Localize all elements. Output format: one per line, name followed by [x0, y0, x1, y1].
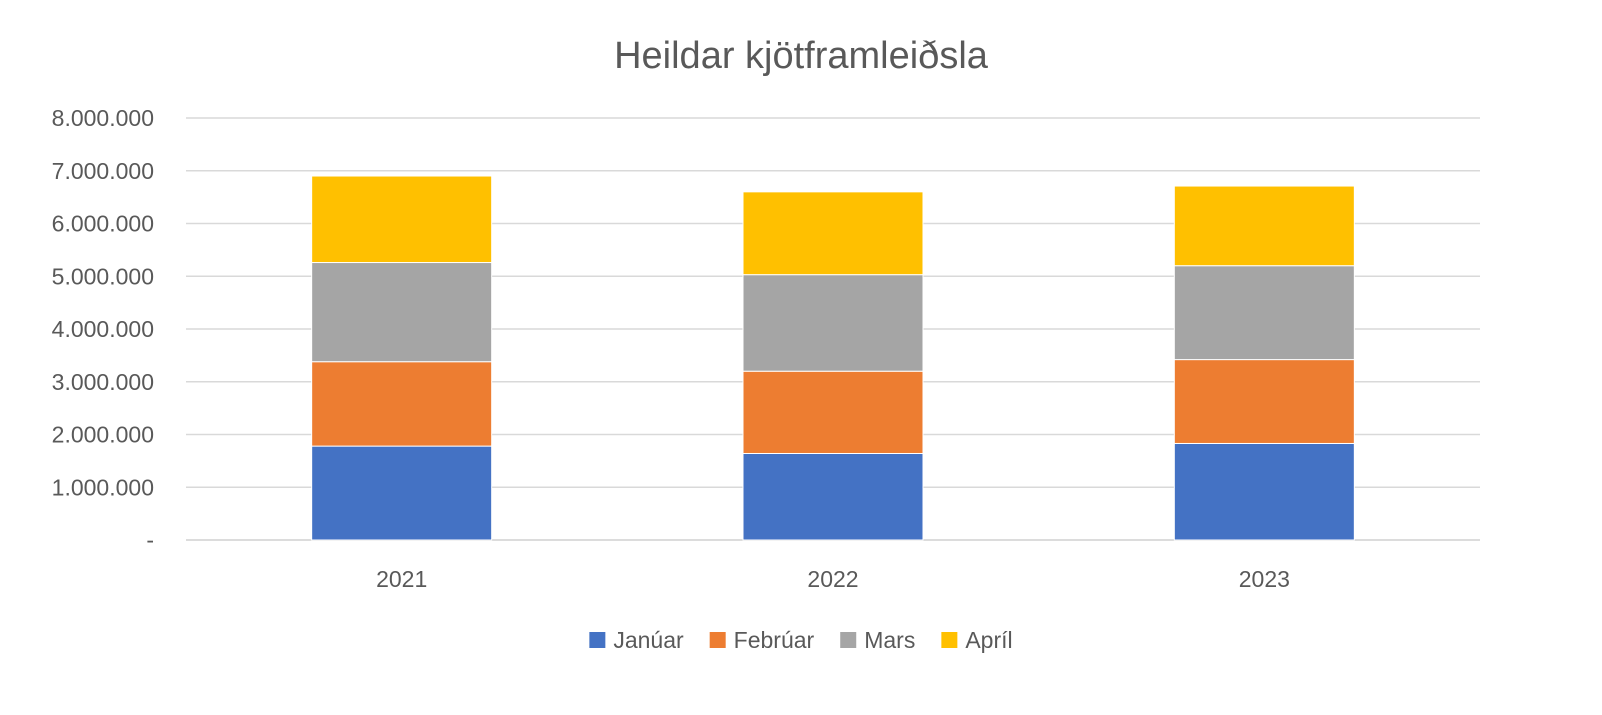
legend-item: Mars — [840, 627, 915, 653]
legend-swatch — [709, 632, 726, 648]
y-tick-label: 6.000.000 — [52, 211, 154, 237]
legend-swatch — [840, 632, 857, 648]
legend-item: Apríl — [941, 627, 1013, 653]
legend: Janúar Febrúar Mars Apríl — [589, 627, 1013, 653]
bar-segment — [1173, 359, 1355, 444]
legend-swatch — [941, 632, 958, 648]
legend-label: Janúar — [613, 627, 684, 653]
y-tick-label: 4.000.000 — [52, 316, 154, 342]
y-tick-label: 7.000.000 — [52, 158, 154, 184]
x-tick-label: 2022 — [807, 566, 858, 592]
y-tick-label: 2.000.000 — [52, 422, 154, 448]
y-tick-label: 1.000.000 — [52, 474, 154, 500]
y-tick-label: - — [146, 527, 154, 553]
x-axis: 2021 2022 2023 — [376, 566, 1290, 592]
legend-item: Febrúar — [709, 627, 815, 653]
bar-segment — [311, 361, 493, 447]
chart-title: Heildar kjötframleiðsla — [614, 35, 989, 77]
bar-segment — [311, 262, 493, 363]
bar-segment — [311, 175, 493, 264]
bar-segment — [1173, 185, 1355, 267]
x-tick-label: 2021 — [376, 566, 427, 592]
bar-segment — [1173, 265, 1355, 361]
bar-segment — [742, 452, 924, 541]
bar-segment — [742, 191, 924, 276]
bar-segment — [742, 370, 924, 454]
y-tick-label: 3.000.000 — [52, 369, 154, 395]
legend-swatch — [589, 632, 606, 648]
bar-segment — [311, 445, 493, 541]
legend-label: Mars — [864, 627, 915, 653]
legend-label: Apríl — [965, 627, 1012, 653]
y-tick-label: 5.000.000 — [52, 263, 154, 289]
y-axis: - 1.000.000 2.000.000 3.000.000 4.000.000 5.0… — [52, 105, 154, 553]
legend-label: Febrúar — [734, 627, 815, 653]
bars — [311, 175, 1355, 541]
x-tick-label: 2023 — [1239, 566, 1290, 592]
legend-item: Janúar — [589, 627, 684, 653]
bar-segment — [1173, 442, 1355, 541]
y-tick-label: 8.000.000 — [52, 105, 154, 131]
bar-segment — [742, 274, 924, 372]
